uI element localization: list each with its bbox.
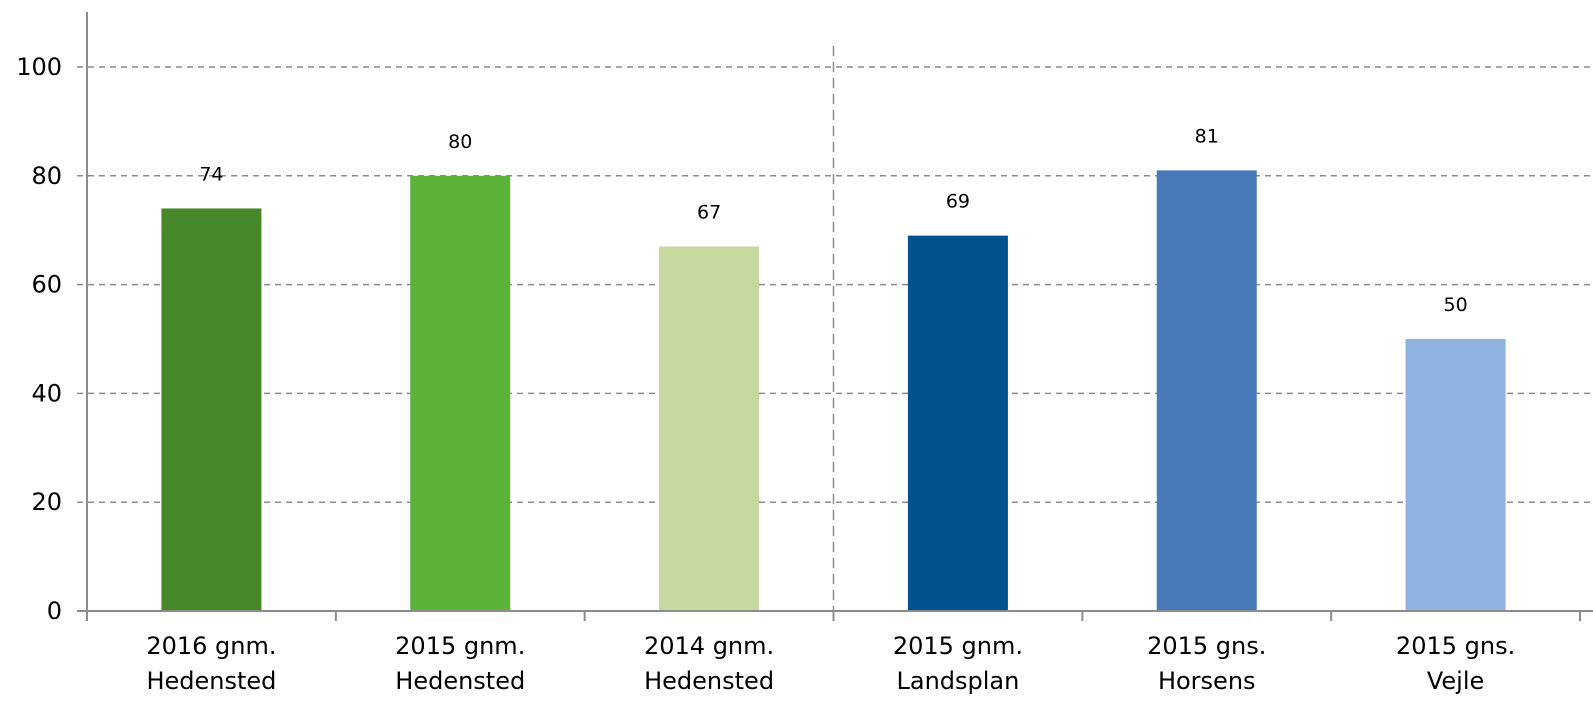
category-label-2-line-1: Hedensted (644, 667, 774, 695)
category-label-0-line-0: 2016 gnm. (146, 632, 276, 660)
category-label-1-line-1: Hedensted (395, 667, 525, 695)
data-label-5: 50 (1443, 294, 1467, 316)
bar-4 (1156, 170, 1257, 612)
category-label-4-line-1: Horsens (1158, 667, 1256, 695)
category-label-2-line-0: 2014 gnm. (644, 632, 774, 660)
bar-1 (410, 175, 511, 612)
y-tick-label: 80 (31, 162, 62, 190)
y-tick-label: 0 (47, 597, 62, 625)
bar-3 (907, 235, 1008, 611)
bar-2 (659, 246, 760, 611)
y-tick-label: 100 (16, 53, 62, 81)
x-axis-category-labels: 2016 gnm. Hedensted 2015 gnm. Hedensted 2014… (146, 632, 1515, 695)
axes (77, 12, 1593, 621)
category-label-4-line-0: 2015 gns. (1147, 632, 1266, 660)
category-label-3-line-0: 2015 gnm. (893, 632, 1023, 660)
category-label-5-line-1: Vejle (1427, 667, 1484, 695)
y-tick-label: 40 (31, 379, 62, 407)
data-label-3: 69 (946, 191, 970, 213)
y-tick-label: 20 (31, 488, 62, 516)
gridlines (77, 66, 1593, 503)
category-label-5-line-0: 2015 gns. (1396, 632, 1515, 660)
category-label-3-line-1: Landsplan (896, 667, 1019, 695)
category-label-0-line-1: Hedensted (146, 667, 276, 695)
category-label-1-line-0: 2015 gnm. (395, 632, 525, 660)
bar-0 (161, 208, 262, 611)
y-axis-tick-labels: 0 20 40 60 80 100 (16, 53, 62, 625)
data-labels: 74 80 67 69 81 50 (199, 125, 1467, 316)
bar-5 (1405, 339, 1506, 611)
bars (161, 170, 1506, 612)
data-label-4: 81 (1195, 125, 1219, 147)
y-tick-label: 60 (31, 271, 62, 299)
data-label-2: 67 (697, 202, 721, 224)
data-label-0: 74 (199, 163, 223, 185)
data-label-1: 80 (448, 131, 472, 153)
